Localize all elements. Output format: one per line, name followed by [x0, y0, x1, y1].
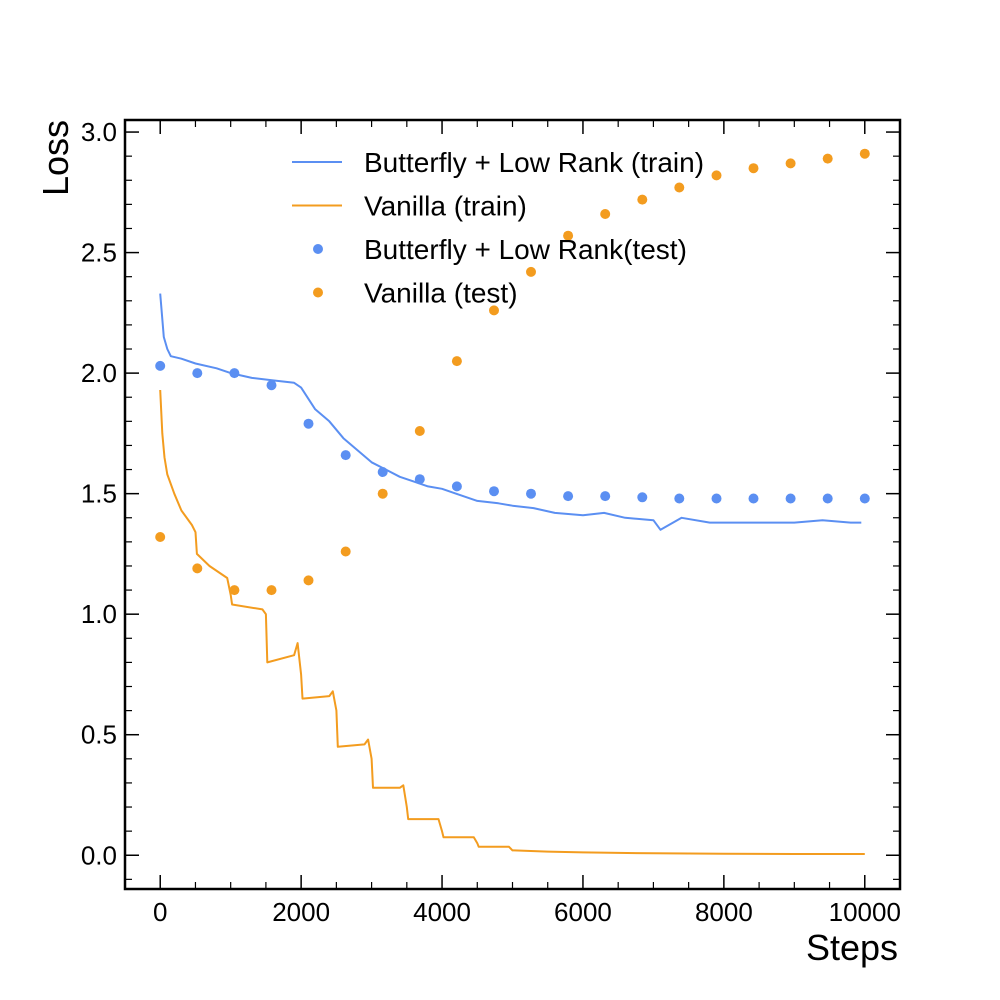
series-point-vanilla-test — [414, 426, 425, 436]
y-tick-label: 3.0 — [81, 117, 117, 147]
series-point-butterfly-low-rank-test — [785, 493, 796, 504]
legend: Butterfly + Low Rank (train) Vanilla (tra… — [292, 147, 704, 309]
legend-entry-label: Butterfly + Low Rank(test) — [364, 234, 687, 265]
x-tick-label: 0 — [153, 897, 167, 927]
series-point-vanilla-test — [229, 585, 240, 596]
x-axis-label: Steps — [806, 927, 898, 968]
series-point-butterfly-low-rank-test — [526, 488, 536, 499]
series-point-vanilla-test — [377, 488, 388, 499]
legend-entry-label: Vanilla (train) — [364, 191, 527, 222]
series-point-butterfly-low-rank-test — [859, 493, 870, 504]
y-tick-label: 2.0 — [81, 358, 117, 388]
series-point-vanilla-test — [859, 148, 870, 159]
series-point-butterfly-low-rank-test — [748, 493, 759, 504]
y-tick-label: 0.0 — [81, 840, 117, 870]
series-point-butterfly-low-rank-test — [303, 418, 314, 429]
series-point-vanilla-test — [451, 356, 462, 367]
axis-ticks: 0 2000 4000 6000 8000 10000 0.0 0.5 1.0 1.5 2.0 2.5… — [81, 117, 901, 927]
series-point-butterfly-low-rank-test — [637, 492, 648, 503]
legend-marker-swatch — [313, 287, 323, 298]
series-point-butterfly-low-rank-test — [822, 493, 833, 504]
y-tick-label: 0.5 — [81, 720, 117, 750]
y-axis-label: Loss — [35, 120, 76, 196]
series-point-vanilla-test — [600, 209, 611, 219]
series-point-butterfly-low-rank-test — [377, 467, 388, 477]
series-point-vanilla-test — [155, 532, 166, 542]
series-point-vanilla-test — [637, 194, 648, 205]
x-tick-label: 2000 — [272, 897, 330, 927]
series-point-vanilla-test — [563, 230, 574, 241]
series-point-vanilla-test — [785, 158, 796, 169]
series-point-butterfly-low-rank-test — [674, 493, 685, 504]
y-tick-label: 1.0 — [81, 599, 117, 629]
series-point-vanilla-test — [303, 575, 314, 586]
series-point-butterfly-low-rank-test — [340, 450, 351, 461]
y-tick-label: 1.5 — [81, 479, 117, 509]
series-point-butterfly-low-rank-test — [711, 493, 722, 504]
x-tick-label: 4000 — [413, 897, 471, 927]
series-point-butterfly-low-rank-test — [266, 380, 277, 391]
legend-marker-swatch — [313, 244, 323, 254]
series-point-vanilla-test — [192, 563, 203, 574]
y-tick-label: 2.5 — [81, 238, 117, 268]
series-layer — [155, 148, 870, 855]
series-line-vanilla-train — [159, 389, 865, 855]
series-line-butterfly-low-rank-train — [159, 293, 862, 531]
plot-frame — [123, 118, 902, 891]
legend-entry-label: Vanilla (test) — [364, 278, 518, 309]
x-tick-label: 8000 — [695, 897, 753, 927]
x-tick-label: 6000 — [554, 897, 612, 927]
series-point-vanilla-test — [711, 170, 722, 181]
series-point-butterfly-low-rank-test — [192, 368, 203, 379]
series-point-butterfly-low-rank-test — [155, 360, 166, 371]
series-point-butterfly-low-rank-test — [563, 491, 574, 502]
series-point-butterfly-low-rank-test — [489, 486, 499, 497]
series-point-vanilla-test — [748, 163, 759, 174]
series-point-butterfly-low-rank-test — [600, 491, 611, 502]
series-point-vanilla-test — [674, 182, 685, 193]
series-point-vanilla-test — [822, 153, 833, 164]
legend-entry-label: Butterfly + Low Rank (train) — [364, 147, 704, 178]
series-point-vanilla-test — [340, 546, 351, 557]
series-point-butterfly-low-rank-test — [414, 474, 425, 485]
series-point-vanilla-test — [266, 585, 277, 596]
series-point-vanilla-test — [526, 266, 536, 277]
series-point-butterfly-low-rank-test — [229, 368, 240, 379]
series-point-vanilla-test — [489, 305, 499, 316]
series-point-butterfly-low-rank-test — [451, 481, 462, 492]
x-tick-label: 10000 — [829, 897, 901, 927]
